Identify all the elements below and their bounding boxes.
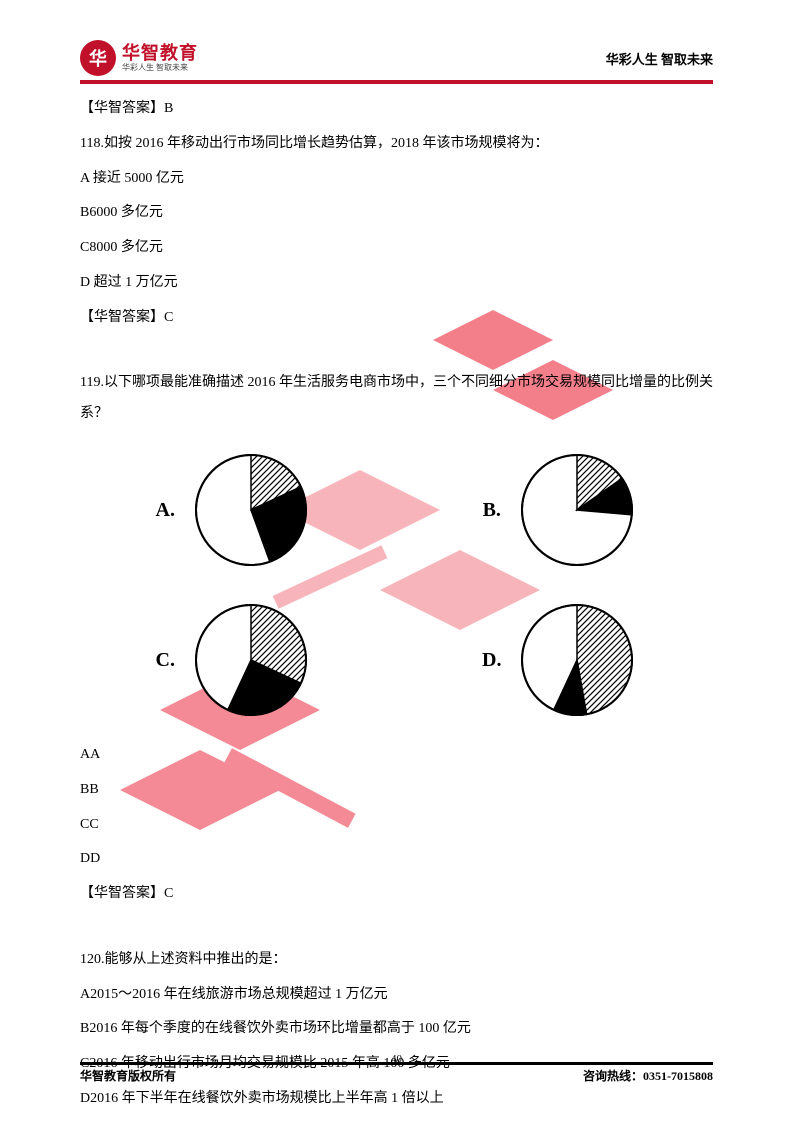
logo: 华 华智教育 华彩人生 智取未来 — [80, 40, 198, 76]
q119-answer: 【华智答案】C — [80, 879, 713, 910]
pie-option-b: B. — [407, 450, 714, 570]
q120-option-a: A2015～2016 年在线旅游市场总规模超过 1 万亿元 — [80, 980, 713, 1011]
pie-label-a: A. — [156, 488, 175, 532]
q119-cc: CC — [80, 810, 713, 841]
q119-stem: 119.以下哪项最能准确描述 2016 年生活服务电商市场中，三个不同细分市场交… — [80, 368, 713, 430]
q118-answer: 【华智答案】C — [80, 303, 713, 334]
pie-chart-a — [191, 450, 311, 570]
logo-subtitle: 华彩人生 智取未来 — [122, 64, 198, 72]
q120-option-c: C2016 年移动出行市场月均交易规模比 2015 年高 100 多亿元 — [80, 1049, 713, 1080]
pie-chart-c — [191, 600, 311, 720]
q118-option-d: D 超过 1 万亿元 — [80, 268, 713, 299]
logo-icon: 华 — [80, 40, 116, 76]
pie-chart-b — [517, 450, 637, 570]
logo-title: 华智教育 — [122, 44, 198, 62]
header: 华 华智教育 华彩人生 智取未来 华彩人生 智取未来 — [80, 40, 713, 84]
answer-117: 【华智答案】B — [80, 94, 713, 125]
q119-dd: DD — [80, 844, 713, 875]
q118-option-b: B6000 多亿元 — [80, 198, 713, 229]
q120-stem: 120.能够从上述资料中推出的是： — [80, 945, 713, 976]
pie-label-c: C. — [156, 638, 175, 682]
q118-option-c: C8000 多亿元 — [80, 233, 713, 264]
pie-option-c: C. — [80, 600, 387, 720]
page: 华 华智教育 华彩人生 智取未来 华彩人生 智取未来 【华智答案】B 118.如… — [0, 0, 793, 1122]
pie-chart-d — [517, 600, 637, 720]
header-slogan: 华彩人生 智取未来 — [606, 49, 713, 68]
logo-text: 华智教育 华彩人生 智取未来 — [122, 44, 198, 72]
pie-option-d: D. — [407, 600, 714, 720]
q120-option-b: B2016 年每个季度的在线餐饮外卖市场环比增量都高于 100 亿元 — [80, 1014, 713, 1045]
q118-stem: 118.如按 2016 年移动出行市场同比增长趋势估算，2018 年该市场规模将… — [80, 129, 713, 160]
pie-chart-grid: A. B. C. D. — [80, 450, 713, 720]
pie-label-b: B. — [483, 488, 501, 532]
q118-option-a: A 接近 5000 亿元 — [80, 164, 713, 195]
q120-option-d: D2016 年下半年在线餐饮外卖市场规模比上半年高 1 倍以上 — [80, 1084, 713, 1115]
pie-label-d: D. — [482, 638, 501, 682]
content: 【华智答案】B 118.如按 2016 年移动出行市场同比增长趋势估算，2018… — [80, 94, 713, 1115]
pie-option-a: A. — [80, 450, 387, 570]
q119-bb: BB — [80, 775, 713, 806]
q119-aa: AA — [80, 740, 713, 771]
